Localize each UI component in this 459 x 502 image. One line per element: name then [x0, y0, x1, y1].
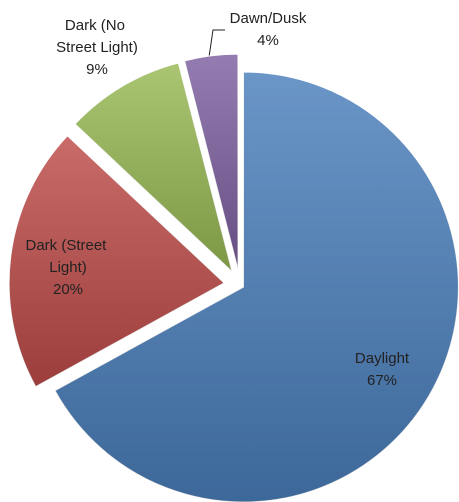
- label-line: Dawn/Dusk: [230, 10, 307, 27]
- value-label: 67%: [367, 372, 397, 389]
- value-label: 4%: [257, 32, 279, 49]
- label-line: Light): [49, 259, 87, 276]
- category-label: Dark (No Street Light): [56, 17, 138, 56]
- label-line: Dark (Street: [25, 237, 110, 254]
- value-label: 20%: [53, 281, 83, 298]
- label-line: Dark (No: [65, 17, 129, 34]
- leader-line: [208, 29, 225, 58]
- label-line: Street Light): [56, 39, 138, 56]
- value-label: 9%: [86, 61, 108, 78]
- category-label: Daylight: [355, 350, 410, 367]
- label-line: Daylight: [355, 350, 410, 367]
- category-label: Dawn/Dusk: [230, 10, 307, 27]
